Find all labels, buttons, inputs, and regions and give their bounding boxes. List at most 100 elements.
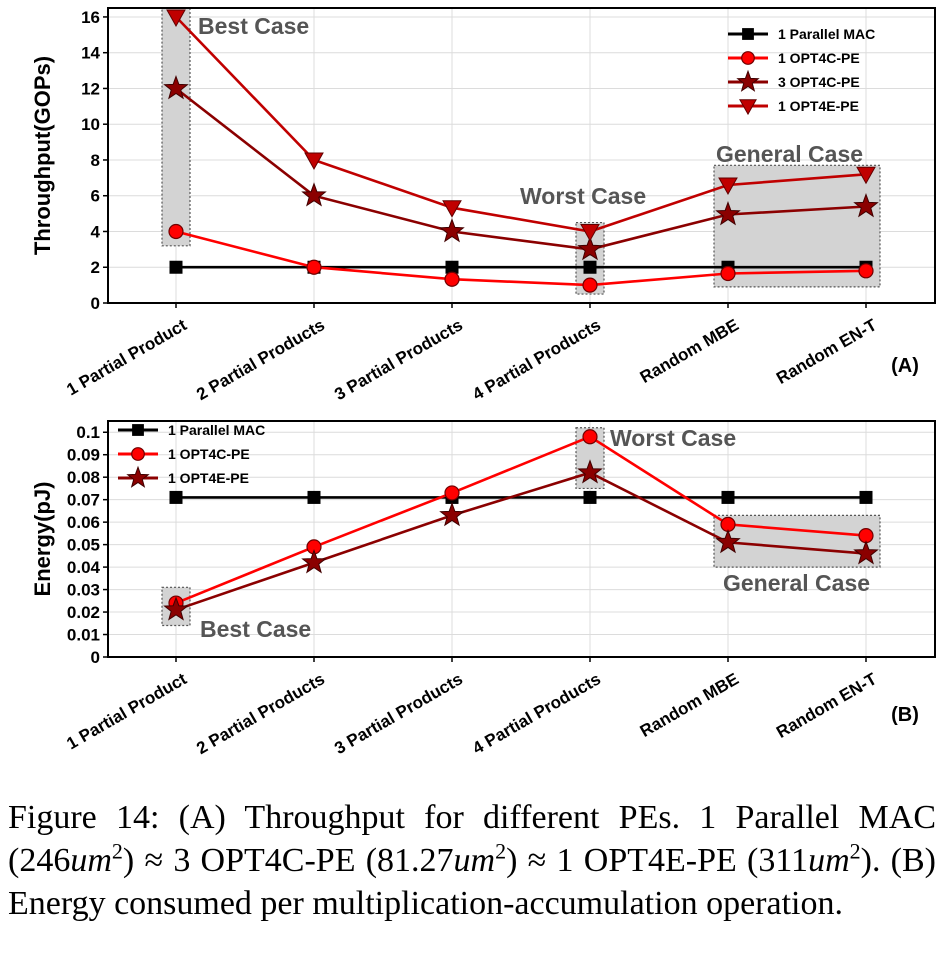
annotation-box [713, 514, 881, 568]
legend-label: 3 OPT4C-PE [778, 74, 860, 90]
legend-marker [739, 99, 757, 116]
panel-label: (B) [891, 704, 919, 726]
data-point [856, 166, 876, 185]
legend-label: 1 OPT4E-PE [168, 470, 249, 486]
series-3-opt4c-pe [163, 75, 879, 261]
y-axis-label: Energy(pJ) [30, 482, 55, 597]
data-point [306, 259, 322, 275]
figure-caption: Figure 14: (A) Throughput for different … [8, 796, 936, 925]
data-point [583, 490, 597, 504]
y-tick-label: 16 [81, 8, 100, 27]
x-tick-label: 3 Partial Products [331, 669, 466, 758]
legend: 1 Parallel MAC 1 OPT4C-PE 1 OPT4E-PE [118, 422, 265, 488]
x-tick-label: Random EN-T [773, 669, 880, 742]
y-tick-label: 0.1 [76, 423, 100, 442]
caption-exp3: 2 [849, 838, 861, 864]
data-point [166, 9, 186, 27]
chart-panel-a: Best Case Worst Case General Case 0 2 4 6 8 10 12… [30, 7, 936, 404]
data-point [577, 235, 603, 261]
data-point [859, 490, 873, 504]
data-point [163, 75, 189, 100]
legend-marker [742, 28, 754, 40]
data-point [169, 490, 183, 504]
y-tick-label: 0.07 [67, 491, 100, 510]
x-tick-label: 1 Partial Product [63, 669, 190, 753]
caption-unit3: um [808, 842, 850, 879]
data-point [718, 177, 738, 196]
panel-label: (A) [891, 355, 919, 377]
legend-marker [131, 447, 145, 461]
caption-exp1: 2 [111, 838, 123, 864]
x-tick-label: 3 Partial Products [331, 315, 466, 404]
annotation-label: Worst Case [520, 183, 646, 209]
y-axis-label: Throughput(GOPs) [30, 56, 55, 255]
y-tick-label: 6 [91, 187, 100, 206]
data-point [582, 429, 598, 445]
caption-part1: Figure 14: (A) Throughput for different … [8, 799, 936, 879]
data-point [721, 490, 735, 504]
legend-marker [126, 465, 150, 488]
legend: 1 Parallel MAC 1 OPT4C-PE 3 OPT4C-PE 1 OPT4… [728, 26, 875, 116]
x-tick-label: 1 Partial Product [63, 315, 190, 399]
series-line [175, 87, 867, 251]
legend-label: 1 Parallel MAC [778, 26, 875, 42]
series-line [175, 471, 867, 612]
x-tick-label: Random MBE [637, 315, 742, 387]
annotation-label: Best Case [198, 13, 309, 39]
legend-label: 1 OPT4C-PE [168, 446, 250, 462]
y-tick-label: 0.04 [67, 558, 101, 577]
caption-exp2: 2 [495, 838, 507, 864]
data-point [163, 596, 189, 621]
y-tick-label: 0.03 [67, 581, 100, 600]
data-point [715, 528, 741, 554]
y-tick-label: 8 [91, 151, 100, 170]
annotation-label: Best Case [200, 616, 311, 642]
x-tick-label: Random MBE [637, 669, 742, 741]
figure-charts: Best Case Worst Case General Case 0 2 4 6 8 10 12… [30, 7, 936, 758]
caption-unit1: um [70, 842, 112, 879]
y-tick-label: 2 [91, 258, 100, 277]
data-point [307, 490, 321, 504]
data-point [715, 201, 741, 226]
legend-label: 1 OPT4C-PE [778, 50, 860, 66]
data-point [583, 260, 597, 274]
caption-unit2: um [453, 842, 496, 879]
y-tick-label: 14 [81, 44, 100, 63]
y-tick-label: 0.08 [67, 468, 100, 487]
plot-frame [107, 7, 936, 304]
series-line [175, 230, 867, 287]
data-point [853, 193, 879, 218]
annotation-label: Worst Case [610, 425, 736, 451]
data-point [442, 200, 462, 218]
caption-part2: ) ≈ 3 OPT4C-PE (81.27 [122, 842, 454, 879]
x-tick-label: 2 Partial Products [193, 669, 328, 758]
data-point [439, 218, 465, 243]
data-point [169, 260, 183, 274]
series-1-opt4c-pe [168, 223, 874, 293]
data-point [582, 277, 598, 293]
caption-part4: ). (B) Energy consumed per multiplicatio… [8, 842, 936, 922]
data-point [444, 271, 460, 287]
legend-marker [741, 51, 755, 65]
data-point [580, 223, 600, 242]
legend-label: 1 OPT4E-PE [778, 98, 859, 114]
plot-frame [107, 420, 936, 658]
y-tick-label: 0.01 [67, 626, 100, 645]
y-tick-label: 0.05 [67, 536, 100, 555]
data-point [301, 549, 327, 574]
data-point [577, 459, 603, 484]
y-tick-label: 0 [91, 294, 100, 313]
y-tick-label: 0 [91, 648, 100, 667]
y-tick-label: 0.06 [67, 513, 100, 532]
chart-panel-b: Best Case Worst Case General Case 0 0.01 0.02… [30, 420, 936, 758]
y-tick-label: 4 [91, 222, 101, 241]
data-point [444, 485, 460, 501]
series-line [175, 435, 867, 605]
x-tick-label: Random EN-T [773, 315, 880, 388]
y-tick-label: 0.02 [67, 603, 100, 622]
data-point [304, 152, 324, 170]
annotation-box [161, 7, 191, 247]
series-1-opt4e-pe [163, 459, 879, 621]
annotation-label: General Case [716, 141, 863, 167]
data-point [720, 265, 736, 282]
